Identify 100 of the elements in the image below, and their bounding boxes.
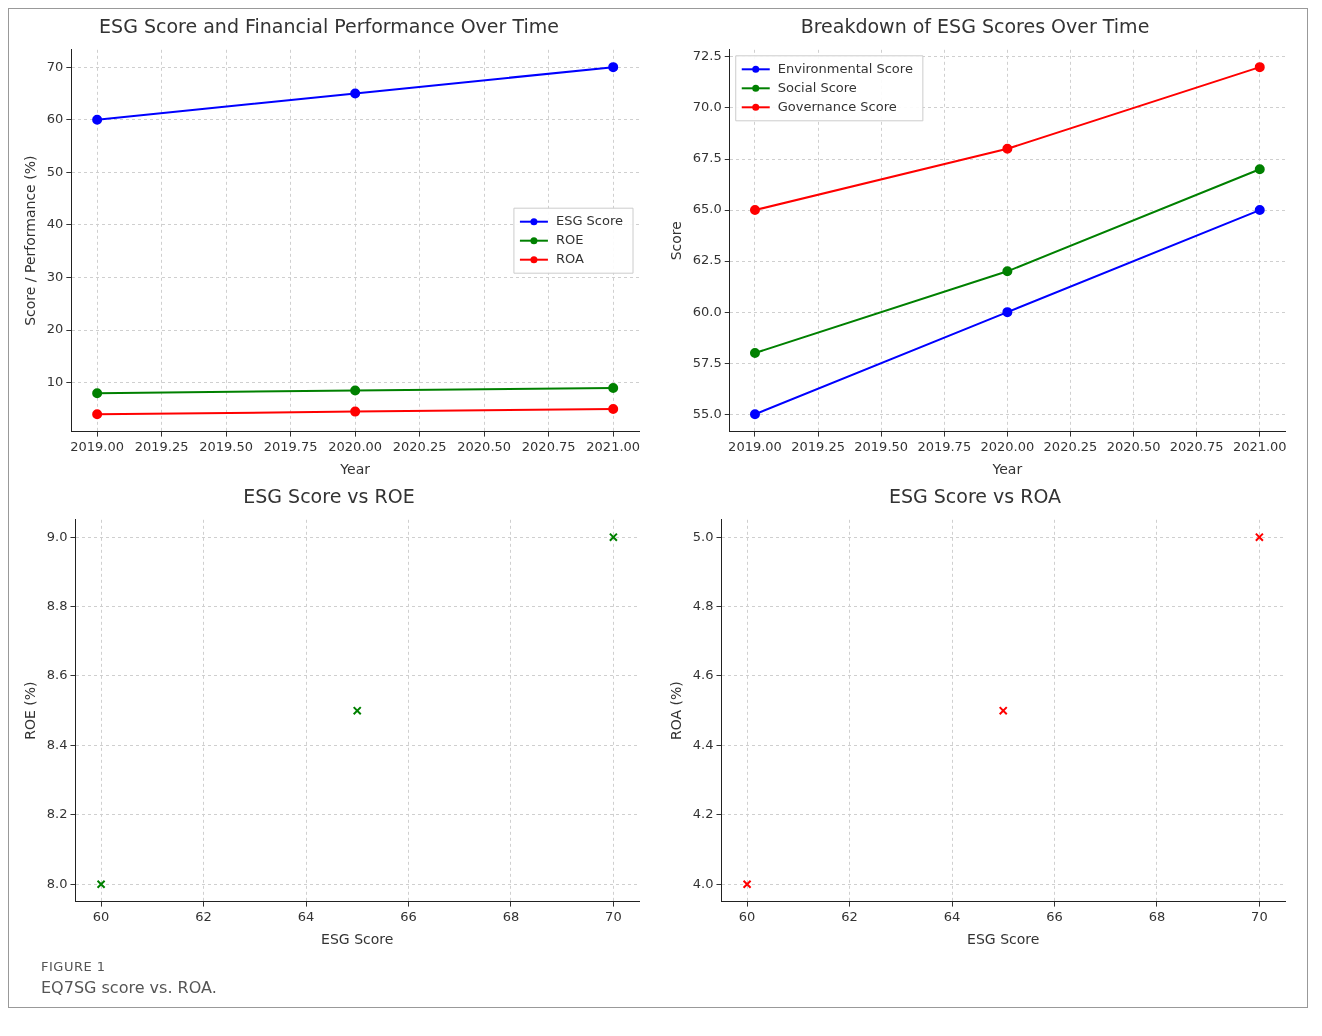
x-tick-label: 2020.00 <box>328 438 383 454</box>
y-tick-label: 4.8 <box>692 597 714 613</box>
x-tick-label: 2020.50 <box>457 438 512 454</box>
x-tick-label: 2019.00 <box>70 438 125 454</box>
x-tick-label: 68 <box>502 908 520 924</box>
x-axis-title: ESG Score <box>321 931 394 948</box>
y-tick-label: 8.6 <box>46 667 68 683</box>
legend-label: ESG Score <box>555 213 624 229</box>
x-tick-label: 2019.25 <box>791 438 845 454</box>
point <box>1002 143 1013 154</box>
legend-label: Governance Score <box>777 98 897 114</box>
y-tick-label: 10 <box>46 374 64 390</box>
point <box>92 409 103 420</box>
y-tick-label: 70 <box>46 58 64 74</box>
x-tick-label: 2020.00 <box>980 438 1035 454</box>
point <box>608 382 619 393</box>
x-tick-label: 2019.50 <box>854 438 909 454</box>
y-tick-label: 55.0 <box>692 405 722 421</box>
y-tick-label: 72.5 <box>692 48 722 64</box>
x-tick-label: 2020.50 <box>1106 438 1161 454</box>
x-tick-label: 66 <box>1046 908 1063 924</box>
x-tick-label: 64 <box>943 908 961 924</box>
text: EQ7SG score vs. ROA. <box>41 978 218 997</box>
y-axis-title: ROA (%) <box>668 681 685 741</box>
y-tick-label: 4.0 <box>692 875 714 891</box>
x-tick-label: 60 <box>92 908 110 924</box>
x-axis-title: Year <box>991 461 1023 478</box>
chart-title: ESG Score vs ROE <box>243 485 415 508</box>
point <box>608 403 619 414</box>
x-tick-label: 2021.00 <box>1232 438 1287 454</box>
point <box>1002 307 1013 318</box>
y-tick-label: 60.0 <box>692 303 722 319</box>
point <box>1254 164 1265 175</box>
point <box>350 88 361 99</box>
point <box>1254 62 1265 73</box>
caption: FIGURE 1 <box>41 959 107 974</box>
y-axis-title: Score / Performance (%) <box>22 155 39 326</box>
chart-title: ESG Score and Financial Performance Over Time <box>99 15 559 38</box>
y-tick-label: 4.4 <box>692 736 714 752</box>
point <box>749 347 760 358</box>
x-tick-label: 2019.25 <box>134 438 189 454</box>
x-tick-label: 2019.75 <box>263 438 318 454</box>
point <box>998 706 1008 716</box>
x-tick-label: 2021.00 <box>586 438 641 454</box>
legend-label: Social Score <box>777 79 857 95</box>
y-tick-label: 30 <box>46 268 64 284</box>
x-tick-label: 64 <box>297 908 315 924</box>
x-tick-label: 68 <box>1148 908 1166 924</box>
x-tick-label: 2020.25 <box>1043 438 1098 454</box>
x-tick-label: 60 <box>738 908 756 924</box>
chart-title: ESG Score vs ROA <box>888 485 1062 508</box>
point <box>608 532 618 542</box>
point <box>350 406 361 417</box>
y-tick-label: 60 <box>46 111 64 127</box>
legend-label: ROE <box>555 232 584 248</box>
y-tick-label: 8.4 <box>46 736 68 752</box>
x-tick-label: 62 <box>841 908 858 924</box>
y-tick-label: 50 <box>46 163 64 179</box>
x-tick-label: 2020.75 <box>1169 438 1224 454</box>
y-tick-label: 67.5 <box>692 150 722 166</box>
y-axis-title: ROE (%) <box>22 681 39 740</box>
y-tick-label: 4.2 <box>692 806 714 822</box>
y-tick-label: 20 <box>46 321 64 337</box>
point <box>92 388 103 399</box>
x-tick-label: 66 <box>400 908 417 924</box>
x-tick-label: 70 <box>1251 908 1268 924</box>
point <box>608 62 619 73</box>
chart-title: Breakdown of ESG Scores Over Time <box>800 15 1150 38</box>
x-axis-title: ESG Score <box>967 931 1040 948</box>
point <box>742 879 752 889</box>
y-tick-label: 70.0 <box>692 99 722 115</box>
point <box>350 385 361 396</box>
point <box>1254 532 1264 542</box>
point <box>352 706 362 716</box>
y-tick-label: 8.0 <box>46 875 68 891</box>
x-axis-title: Year <box>339 461 371 478</box>
x-tick-label: 70 <box>605 908 622 924</box>
y-tick-label: 57.5 <box>692 354 722 370</box>
x-tick-label: 62 <box>195 908 212 924</box>
y-tick-label: 40 <box>46 216 64 232</box>
x-tick-label: 2019.50 <box>199 438 254 454</box>
point <box>1002 266 1013 277</box>
x-tick-label: 2020.25 <box>392 438 447 454</box>
y-axis-title: Score <box>668 221 685 261</box>
x-tick-label: 2020.75 <box>521 438 576 454</box>
legend-label: ROA <box>555 251 584 267</box>
y-tick-label: 65.0 <box>692 201 722 217</box>
x-tick-label: 2019.75 <box>917 438 972 454</box>
legend-label: Environmental Score <box>777 60 913 76</box>
point <box>1254 205 1265 216</box>
point <box>92 114 103 125</box>
y-tick-label: 4.6 <box>692 667 714 683</box>
y-tick-label: 5.0 <box>692 528 714 544</box>
y-tick-label: 62.5 <box>692 252 722 268</box>
x-tick-label: 2019.00 <box>728 438 782 454</box>
point <box>96 879 106 889</box>
y-tick-label: 8.8 <box>46 597 68 613</box>
point <box>749 409 760 420</box>
point <box>749 205 760 216</box>
y-tick-label: 8.2 <box>46 806 68 822</box>
